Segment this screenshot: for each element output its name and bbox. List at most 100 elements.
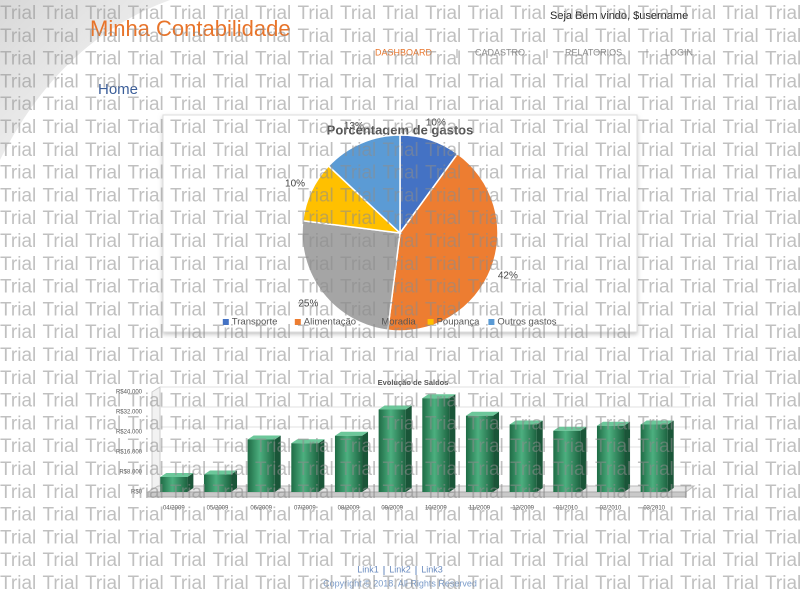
watermark-text: Trial — [340, 3, 376, 24]
watermark-text: Trial — [43, 185, 79, 206]
watermark-text: Trial — [85, 505, 121, 526]
watermark-text: Trial — [213, 573, 249, 594]
bar-top — [509, 420, 543, 425]
x-tick-label: 01/2010 — [556, 506, 578, 512]
legend-label: Poupança — [437, 317, 481, 328]
y-tick-label: R$8.000 — [119, 470, 142, 476]
watermark-text: Trial — [553, 94, 589, 115]
watermark-text: Trial — [638, 117, 674, 138]
watermark-text: Trial — [638, 527, 674, 548]
watermark-text: Trial — [723, 482, 759, 503]
watermark-text: Trial — [553, 550, 589, 571]
watermark-text: Trial — [638, 368, 674, 389]
watermark-text: Trial — [298, 527, 334, 548]
nav-menu: DASHBOARD CADASTRO RELATORIOS LOGIN — [375, 47, 693, 58]
watermark-text: Trial — [680, 140, 716, 161]
watermark-text: Trial — [383, 3, 419, 24]
legend-label: Transporte — [232, 317, 278, 328]
watermark-text: Trial — [765, 71, 800, 92]
watermark-text: Trial — [0, 391, 36, 412]
watermark-text: Trial — [85, 208, 121, 229]
watermark-text: Trial — [0, 254, 36, 275]
watermark-text: Trial — [638, 277, 674, 298]
watermark-text: Trial — [128, 527, 164, 548]
bar-top — [334, 431, 369, 436]
watermark-text: Trial — [765, 482, 800, 503]
chart-title: Porcentagem de gastos — [327, 122, 474, 137]
bar-top — [378, 405, 412, 410]
watermark-text: Trial — [765, 3, 800, 24]
watermark-text: Trial — [723, 505, 759, 526]
bar-top — [247, 435, 281, 440]
watermark-text: Trial — [638, 71, 674, 92]
watermark-text: Trial — [298, 3, 334, 24]
watermark-text: Trial — [638, 391, 674, 412]
bar-top — [422, 394, 456, 399]
footer-link[interactable]: Link1 — [357, 564, 379, 574]
watermark-text: Trial — [85, 231, 121, 252]
watermark-text: Trial — [765, 413, 800, 434]
watermark-text: Trial — [723, 254, 759, 275]
watermark-text: Trial — [298, 94, 334, 115]
watermark-text: Trial — [723, 208, 759, 229]
site-title[interactable]: Minha Contabilidade — [90, 16, 291, 41]
bar-side — [318, 439, 325, 492]
watermark-text: Trial — [383, 94, 419, 115]
watermark-text: Trial — [340, 26, 376, 47]
watermark-text: Trial — [638, 26, 674, 47]
watermark-text: Trial — [128, 550, 164, 571]
watermark-text: Trial — [680, 299, 716, 320]
watermark-text: Trial — [765, 299, 800, 320]
footer-link[interactable]: Link2 — [389, 564, 411, 574]
data-label: 42% — [498, 270, 518, 281]
nav-link[interactable]: CADASTRO — [475, 47, 525, 57]
watermark-text: Trial — [43, 208, 79, 229]
watermark-text: Trial — [43, 163, 79, 184]
watermark-text: Trial — [43, 322, 79, 343]
watermark-text: Trial — [213, 550, 249, 571]
nav-link[interactable]: RELATORIOS — [565, 47, 622, 57]
watermark-text: Trial — [128, 254, 164, 275]
page-heading: Home — [98, 81, 138, 98]
nav-link[interactable]: DASHBOARD — [375, 47, 433, 57]
watermark-text: Trial — [765, 345, 800, 366]
watermark-text: Trial — [213, 527, 249, 548]
bar-side — [362, 431, 369, 492]
watermark-text: Trial — [128, 231, 164, 252]
watermark-text: Trial — [0, 277, 36, 298]
watermark-text: Trial — [765, 254, 800, 275]
watermark-text: Trial — [0, 208, 36, 229]
watermark-text: Trial — [680, 208, 716, 229]
nav-link[interactable]: LOGIN — [665, 47, 693, 57]
watermark-text: Trial — [298, 26, 334, 47]
watermark-text: Trial — [510, 550, 546, 571]
watermark-text: Trial — [85, 482, 121, 503]
watermark-text: Trial — [680, 163, 716, 184]
watermark-text: Trial — [510, 345, 546, 366]
legend-label: Alimentação — [304, 317, 356, 328]
bar — [640, 424, 668, 492]
watermark-text: Trial — [170, 527, 206, 548]
watermark-text: Trial — [723, 185, 759, 206]
watermark-text: Trial — [468, 550, 504, 571]
watermark-text: Trial — [680, 391, 716, 412]
watermark-text: Trial — [170, 413, 206, 434]
x-tick-label: 05/2009 — [207, 506, 229, 512]
watermark-text: Trial — [468, 94, 504, 115]
watermark-text: Trial — [723, 3, 759, 24]
watermark-text: Trial — [85, 345, 121, 366]
watermark-text: Trial — [638, 208, 674, 229]
legend-swatch — [294, 319, 301, 325]
bar-top — [160, 473, 194, 477]
watermark-text: Trial — [765, 185, 800, 206]
watermark-text: Trial — [468, 345, 504, 366]
watermark-text: Trial — [680, 413, 716, 434]
watermark-text: Trial — [128, 185, 164, 206]
watermark-text: Trial — [340, 527, 376, 548]
watermark-text: Trial — [170, 71, 206, 92]
watermark-text: Trial — [680, 26, 716, 47]
watermark-text: Trial — [553, 573, 589, 594]
footer-link[interactable]: Link3 — [421, 564, 443, 574]
data-label: 10% — [426, 117, 446, 128]
watermark-text: Trial — [43, 254, 79, 275]
